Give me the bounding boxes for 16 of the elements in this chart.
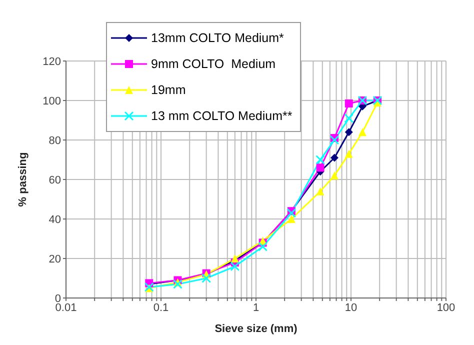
y-tick-label: 60: [48, 174, 61, 186]
y-tick-label: 20: [48, 253, 61, 266]
y-axis-title: % passing: [16, 152, 29, 207]
x-axis-title: Sieve size (mm): [214, 323, 298, 335]
y-tick-label: 40: [48, 214, 61, 226]
legend-label: 13 mm COLTO Medium**: [151, 109, 292, 123]
x-tick-label: 100: [436, 302, 456, 314]
y-tick-label: 100: [42, 95, 61, 108]
legend-label: 13mm COLTO Medium*: [151, 31, 284, 45]
legend-label: 19mm: [151, 83, 186, 97]
x-tick-label: 0.1: [153, 302, 169, 314]
y-tick-label: 120: [42, 56, 61, 68]
x-tick-label: 10: [344, 302, 358, 314]
y-tick-label: 80: [48, 134, 61, 147]
x-tick-label: 1: [252, 302, 260, 314]
legend-label: 9mm COLTO Medium: [151, 57, 276, 71]
